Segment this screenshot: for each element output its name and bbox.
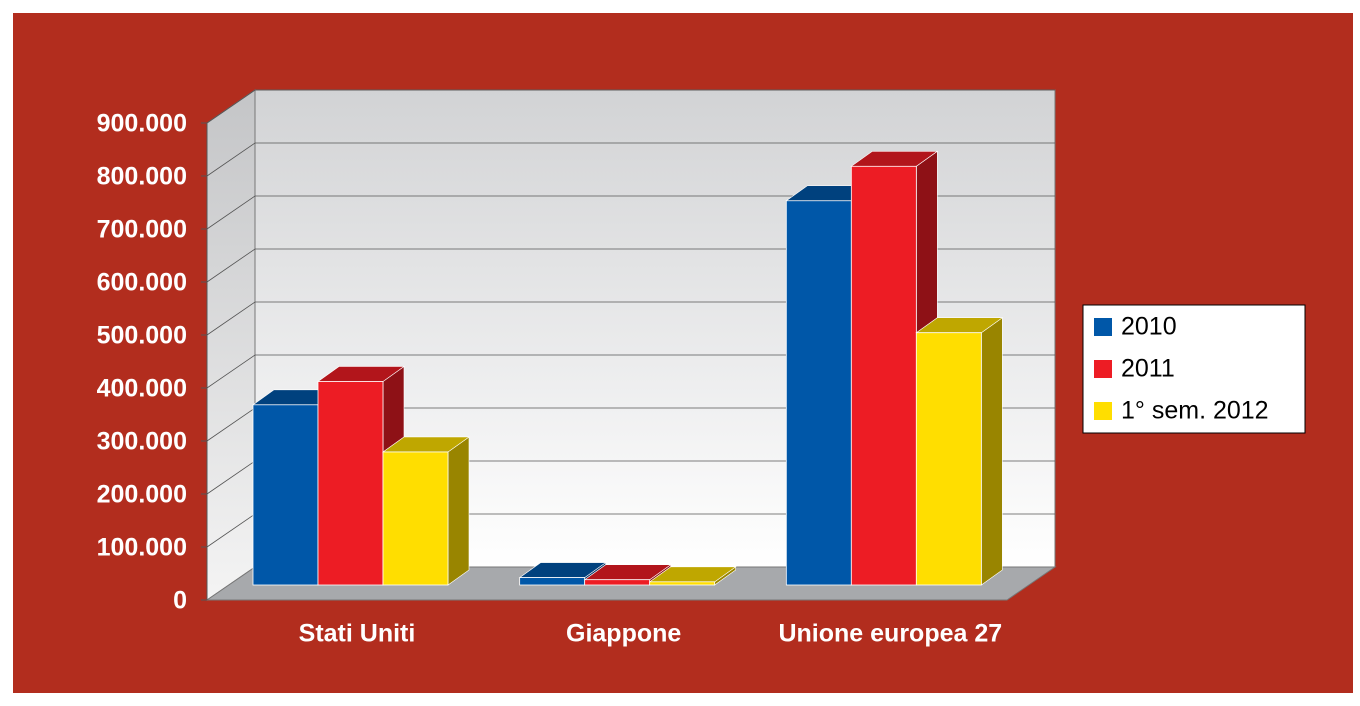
side-wall: [206, 89, 256, 601]
bar: [382, 451, 449, 586]
bar: [850, 165, 917, 586]
y-tick-label: 200.000: [97, 481, 187, 509]
bar: [649, 581, 716, 586]
legend-label: 2011: [1121, 355, 1175, 383]
bar: [785, 200, 852, 586]
bar: [519, 577, 586, 586]
y-tick-label: 900.000: [97, 110, 187, 138]
x-tick-label: Unione europea 27: [778, 620, 1002, 648]
legend-box: [1082, 304, 1306, 434]
legend-label: 1° sem. 2012: [1121, 397, 1269, 425]
bar: [584, 579, 651, 586]
legend-label: 2010: [1121, 313, 1177, 341]
legend-swatch: [1094, 318, 1112, 336]
y-tick-label: 800.000: [97, 163, 187, 191]
bar: [915, 332, 982, 586]
y-tick-label: 600.000: [97, 269, 187, 297]
x-tick-label: Giappone: [566, 620, 681, 648]
x-tick-label: Stati Uniti: [299, 620, 416, 648]
y-tick-label: 300.000: [97, 428, 187, 456]
y-tick-label: 500.000: [97, 322, 187, 350]
y-tick-label: 100.000: [97, 534, 187, 562]
y-tick-label: 400.000: [97, 375, 187, 403]
y-tick-label: 0: [173, 587, 187, 615]
legend-swatch: [1094, 360, 1112, 378]
bar: [252, 404, 319, 586]
y-tick-label: 700.000: [97, 216, 187, 244]
grid-line: [206, 89, 1055, 124]
legend-swatch: [1094, 402, 1112, 420]
grid-line: [206, 195, 1055, 230]
grid-line: [206, 142, 1055, 177]
bar: [317, 381, 384, 586]
bar-side: [981, 317, 1003, 586]
bar-side: [447, 436, 470, 586]
